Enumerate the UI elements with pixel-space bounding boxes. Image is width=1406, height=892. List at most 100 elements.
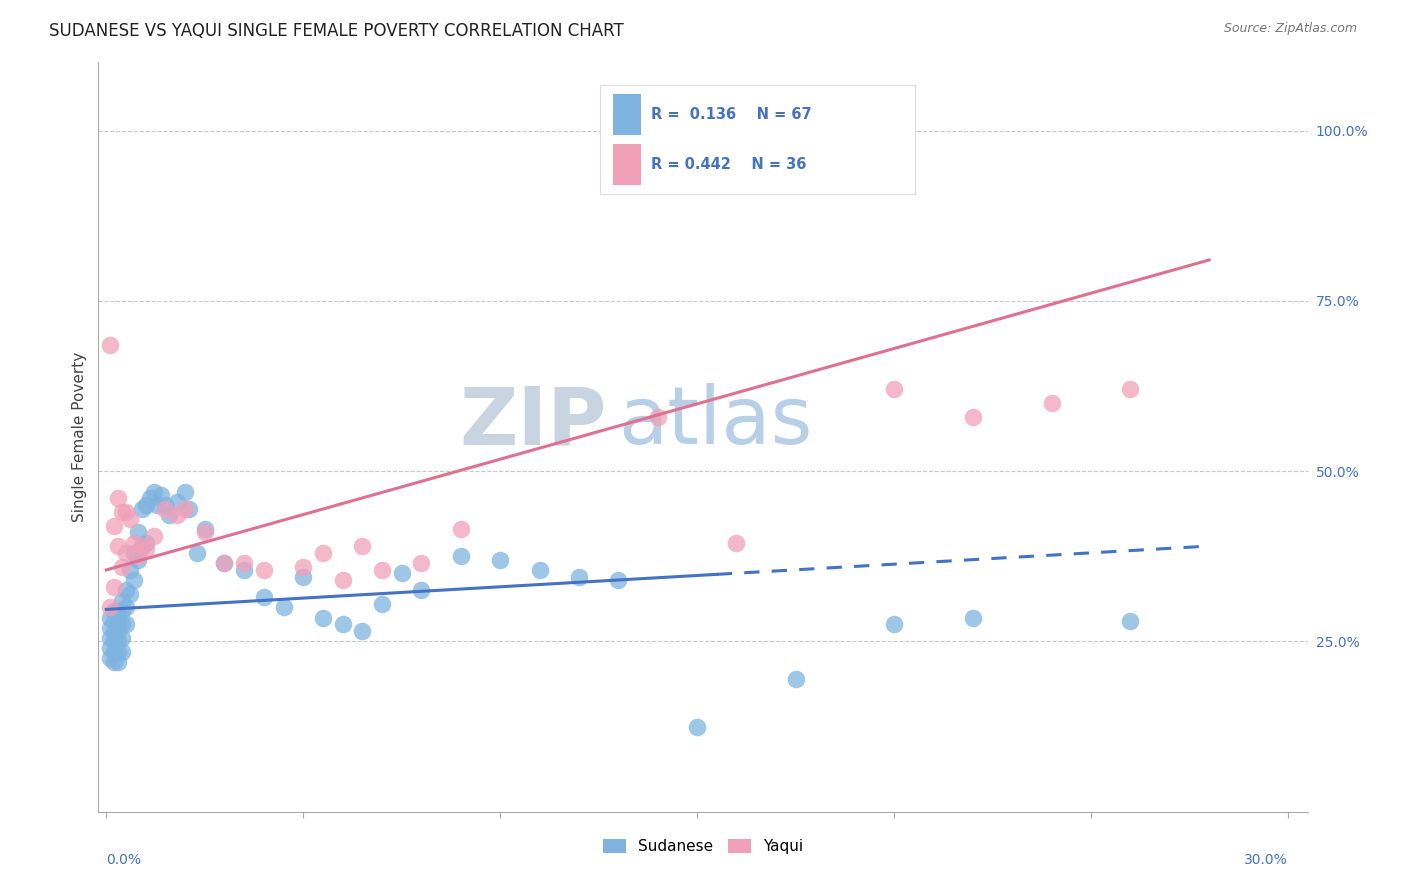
Point: [111, 604, 134, 618]
Point: [111, 617, 134, 632]
Point: [312, 546, 335, 560]
Point: [568, 570, 591, 584]
Point: [371, 563, 394, 577]
Point: [107, 539, 129, 553]
Point: [411, 556, 433, 570]
Point: [98, 600, 121, 615]
Point: [111, 593, 134, 607]
Point: [103, 614, 125, 628]
Point: [174, 501, 197, 516]
Point: [883, 383, 905, 397]
Point: [214, 556, 236, 570]
Point: [98, 338, 121, 352]
Point: [785, 672, 807, 686]
Point: [146, 498, 169, 512]
Point: [103, 604, 125, 618]
Point: [115, 617, 138, 632]
Point: [115, 583, 138, 598]
Point: [98, 621, 121, 635]
Text: 0.0%: 0.0%: [107, 853, 141, 867]
Point: [98, 651, 121, 665]
Point: [233, 556, 256, 570]
Point: [725, 535, 748, 549]
Point: [107, 655, 129, 669]
Text: Source: ZipAtlas.com: Source: ZipAtlas.com: [1223, 22, 1357, 36]
Point: [529, 563, 551, 577]
Point: [489, 552, 512, 566]
Point: [292, 559, 315, 574]
Point: [98, 610, 121, 624]
Point: [411, 583, 433, 598]
Point: [131, 539, 153, 553]
Point: [118, 512, 141, 526]
Point: [253, 590, 276, 604]
Point: [1040, 396, 1063, 410]
Point: [450, 549, 472, 564]
Point: [391, 566, 413, 581]
Text: SUDANESE VS YAQUI SINGLE FEMALE POVERTY CORRELATION CHART: SUDANESE VS YAQUI SINGLE FEMALE POVERTY …: [49, 22, 624, 40]
Point: [273, 600, 295, 615]
Point: [127, 552, 149, 566]
Point: [177, 501, 200, 516]
Text: ZIP: ZIP: [458, 383, 606, 461]
Point: [122, 546, 145, 560]
Point: [352, 539, 374, 553]
Point: [103, 634, 125, 648]
Point: [142, 529, 165, 543]
Point: [253, 563, 276, 577]
Point: [332, 573, 354, 587]
Point: [155, 501, 177, 516]
Point: [157, 508, 180, 523]
Point: [186, 546, 208, 560]
Point: [1119, 383, 1142, 397]
Point: [103, 645, 125, 659]
Y-axis label: Single Female Poverty: Single Female Poverty: [72, 352, 87, 522]
Point: [883, 617, 905, 632]
Point: [155, 498, 177, 512]
Text: 30.0%: 30.0%: [1244, 853, 1288, 867]
Point: [111, 505, 134, 519]
Point: [122, 535, 145, 549]
Point: [607, 573, 630, 587]
Point: [142, 484, 165, 499]
Point: [686, 720, 709, 734]
Point: [166, 495, 188, 509]
Point: [138, 491, 160, 506]
Point: [107, 645, 129, 659]
Point: [107, 624, 129, 639]
Point: [127, 525, 149, 540]
Point: [111, 631, 134, 645]
Point: [135, 535, 157, 549]
Point: [107, 491, 129, 506]
Point: [647, 409, 669, 424]
Point: [115, 505, 138, 519]
Point: [115, 546, 138, 560]
Legend: Sudanese, Yaqui: Sudanese, Yaqui: [596, 832, 810, 860]
Point: [111, 645, 134, 659]
Point: [107, 614, 129, 628]
Point: [332, 617, 354, 632]
Point: [233, 563, 256, 577]
Point: [194, 525, 217, 540]
Point: [135, 498, 157, 512]
Point: [450, 522, 472, 536]
Point: [194, 522, 217, 536]
Point: [103, 624, 125, 639]
Point: [127, 549, 149, 564]
Point: [135, 542, 157, 557]
Point: [352, 624, 374, 639]
Text: atlas: atlas: [619, 383, 813, 461]
Point: [98, 631, 121, 645]
Point: [150, 488, 173, 502]
Point: [962, 409, 984, 424]
Point: [962, 610, 984, 624]
Point: [111, 559, 134, 574]
Point: [107, 634, 129, 648]
Point: [371, 597, 394, 611]
Point: [107, 604, 129, 618]
Point: [214, 556, 236, 570]
Point: [103, 518, 125, 533]
Point: [103, 655, 125, 669]
Point: [98, 641, 121, 656]
Point: [131, 539, 153, 553]
